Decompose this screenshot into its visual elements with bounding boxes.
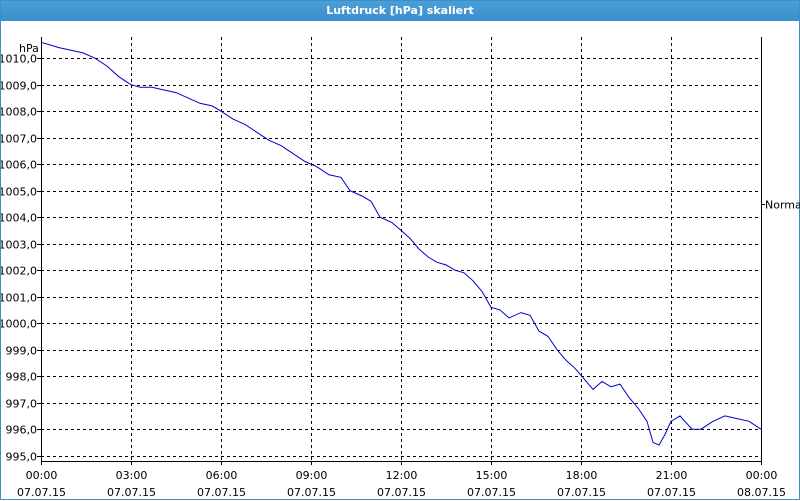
y-tick-label: 995,0 [6,451,38,464]
x-tick-date: 07.07.15 [467,486,516,499]
y-tick-label: 1005,0 [1,186,37,199]
series-line [40,41,762,446]
y-tick-label: 1008,0 [1,106,37,119]
normal-label: Normal [765,199,800,212]
y-tick-label: 1007,0 [1,133,37,146]
y-tick-label: 1001,0 [1,292,37,305]
y-tick-label: 1006,0 [1,159,37,172]
y-tick-label: 1003,0 [1,239,37,252]
grid [41,37,761,461]
x-tick-time: 09:00 [296,469,328,482]
x-tick-date: 07.07.15 [647,486,696,499]
y-tick-label: 997,0 [6,398,38,411]
x-tick-time: 18:00 [566,469,598,482]
x-tick-time: 00:00 [26,469,58,482]
x-tick-date: 07.07.15 [377,486,426,499]
y-tick-label: 998,0 [6,371,38,384]
y-tick-label: 1002,0 [1,265,37,278]
x-tick-time: 03:00 [116,469,148,482]
y-tick-label: 999,0 [6,345,38,358]
x-tick-date: 07.07.15 [287,486,336,499]
x-tick-time: 12:00 [386,469,418,482]
x-tick-date: 07.07.15 [197,486,246,499]
x-tick-date: 07.07.15 [17,486,66,499]
x-axis-ticks: 00:00 07.07.15 03:00 07.07.15 06:00 07.07.15 0… [17,461,786,499]
y-tick-label: 1010,0 [1,53,37,66]
y-tick-label: 1000,0 [1,318,37,331]
y-axis-ticks: 995,0 996,0 997,0 998,0 999,0 1000,0 1001,0 100… [1,53,41,464]
y-axis-label: hPa [19,42,39,55]
x-tick-date: 08.07.15 [737,486,786,499]
x-tick-date: 07.07.15 [557,486,606,499]
x-tick-date: 07.07.15 [107,486,156,499]
x-tick-time: 15:00 [476,469,508,482]
window-title: Luftdruck [hPa] skaliert [1,1,799,21]
x-tick-time: 21:00 [656,469,688,482]
y-tick-label: 1009,0 [1,80,37,93]
y-tick-label: 1004,0 [1,212,37,225]
x-tick-time: 00:00 [746,469,778,482]
y-tick-label: 996,0 [6,424,38,437]
x-tick-time: 06:00 [206,469,238,482]
